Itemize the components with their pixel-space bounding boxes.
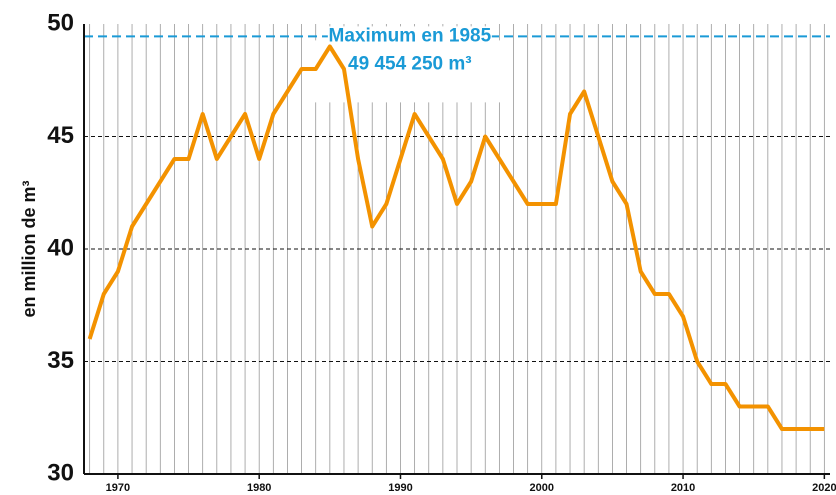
y-tick-label: 35: [47, 347, 74, 374]
x-tick-label: 1970: [106, 482, 130, 494]
y-tick-label: 40: [47, 234, 74, 261]
y-tick-label: 30: [47, 459, 74, 486]
data-line: [87, 44, 825, 431]
x-tick-label: 1980: [247, 482, 271, 494]
y-tick-label: 50: [47, 9, 74, 36]
x-tick-label: 2020: [812, 482, 836, 494]
annotation: Maximum en 1985: [329, 25, 492, 46]
y-axis-title: en million de m³: [19, 180, 39, 317]
x-tick-label: 1990: [388, 482, 412, 494]
x-tick-label: 2000: [530, 482, 554, 494]
annotation-bg: [327, 26, 492, 47]
y-tick-label: 45: [47, 122, 74, 149]
x-tick-label: 2010: [671, 482, 695, 494]
annotation: 49 454 250 m³: [348, 53, 472, 74]
